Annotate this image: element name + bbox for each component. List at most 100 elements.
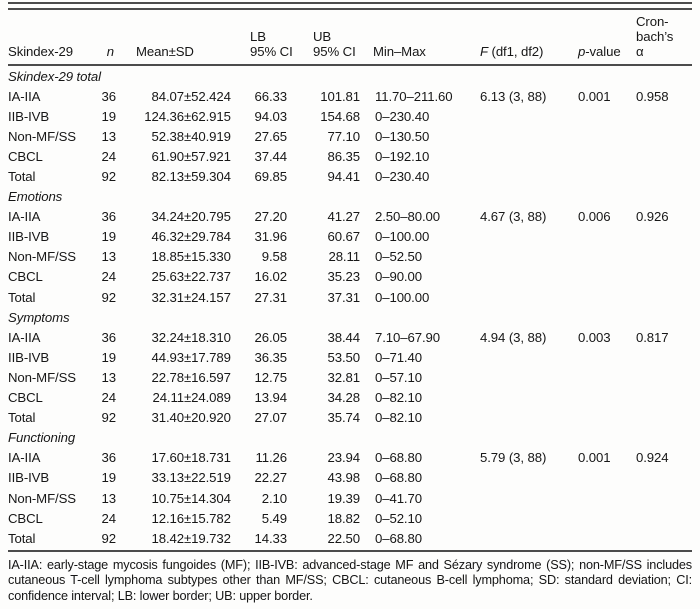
- mean-sd-part: ±: [184, 329, 192, 345]
- cell-alpha: [630, 468, 692, 488]
- cell-f: [478, 388, 576, 408]
- cell-ub: 101.81: [320, 88, 360, 104]
- mean-sd-part: 62.915: [191, 108, 231, 124]
- table-row: IIB-IVB 19 33.13±22.519 22.27 43.98 0–68.80: [8, 468, 692, 488]
- col-header-min-max: Min–Max: [370, 10, 478, 66]
- cell-label: Total: [8, 169, 36, 185]
- mean-sd-part: 59.304: [191, 169, 231, 185]
- mean-sd-part: ±: [184, 269, 192, 285]
- cell-ub: 77.10: [327, 128, 360, 144]
- mean-sd-part: 19.732: [191, 530, 231, 546]
- cell-p: [576, 287, 630, 307]
- mean-sd-part: 25.63: [151, 269, 184, 285]
- mean-sd-part: 22.519: [191, 470, 231, 486]
- cell-ub: 34.28: [327, 390, 360, 406]
- cell-p: [576, 367, 630, 387]
- mean-sd-part: 22.78: [151, 369, 184, 385]
- table-row: Total 92 18.42±19.732 14.33 22.50 0–68.80: [8, 528, 692, 548]
- skindex-29-table: Skindex-29 n Mean±SD LB 95% CI UB 95% CI…: [8, 10, 692, 548]
- cell-mean_sd: 61.90±57.921: [124, 146, 244, 166]
- cell-label: IIB-IVB: [8, 108, 50, 124]
- cell-lb: 22.27: [254, 470, 287, 486]
- cell-alpha: [630, 106, 692, 126]
- cell-lb: 14.33: [254, 530, 287, 546]
- cell-ub: 18.82: [327, 510, 360, 526]
- table-row: Non-MF/SS 13 22.78±16.597 12.75 32.81 0–57.10: [8, 367, 692, 387]
- cell-label: Non-MF/SS: [8, 128, 76, 144]
- cell-ub: 32.81: [327, 369, 360, 385]
- mean-sd-part: ±: [184, 510, 192, 526]
- cell-ub: 94.41: [327, 169, 360, 185]
- mean-sd-part: 124.36: [144, 108, 184, 124]
- mean-sd-part: ±: [184, 88, 192, 104]
- cell-lb: 12.75: [254, 369, 287, 385]
- table-footnote: IA-IIA: early-stage mycosis fungoides (M…: [8, 558, 692, 603]
- cell-min_max: 0–192.10: [375, 148, 430, 164]
- cell-f: [478, 347, 576, 367]
- p-value-label: -value: [585, 44, 621, 59]
- cell-p: [576, 247, 630, 267]
- cell-n: 13: [101, 490, 117, 506]
- cell-alpha: [630, 528, 692, 548]
- cell-alpha: [630, 267, 692, 287]
- cell-label: IA-IIA: [8, 450, 41, 466]
- cell-n: 36: [101, 209, 117, 225]
- cell-p: [576, 227, 630, 247]
- cell-label: IA-IIA: [8, 88, 41, 104]
- cell-n: 24: [101, 390, 117, 406]
- cell-lb: 27.31: [254, 289, 287, 305]
- cell-min_max: 0–41.70: [375, 490, 422, 506]
- cell-ub: 38.44: [327, 329, 360, 345]
- cell-p: [576, 388, 630, 408]
- cell-min_max: 0–71.40: [375, 349, 422, 365]
- col-header-ub-95ci: UB 95% CI: [298, 10, 370, 66]
- cell-lb: 16.02: [254, 269, 287, 285]
- cell-ub: 41.27: [327, 209, 360, 225]
- cell-label: IIB-IVB: [8, 229, 50, 245]
- cell-f: 5.79 (3, 88): [480, 450, 547, 466]
- cell-p: [576, 146, 630, 166]
- cell-mean_sd: 31.40±20.920: [124, 408, 244, 428]
- cell-f: [478, 106, 576, 126]
- cell-f: [478, 528, 576, 548]
- cell-p: [576, 347, 630, 367]
- col-header-p-value: p-value: [576, 10, 630, 66]
- cell-f: [478, 247, 576, 267]
- cell-mean_sd: 46.32±29.784: [124, 227, 244, 247]
- cell-mean_sd: 18.42±19.732: [124, 528, 244, 548]
- cell-mean_sd: 17.60±18.731: [124, 448, 244, 468]
- cell-mean_sd: 44.93±17.789: [124, 347, 244, 367]
- mean-sd-part: 52.38: [151, 128, 184, 144]
- table-header: Skindex-29 n Mean±SD LB 95% CI UB 95% CI…: [8, 10, 692, 66]
- mean-sd-part: 18.42: [151, 530, 184, 546]
- section-title: Symptoms: [8, 309, 70, 325]
- mean-sd-part: ±: [184, 108, 192, 124]
- cell-f: [478, 468, 576, 488]
- cell-f: [478, 367, 576, 387]
- table-row: IA-IIA 36 32.24±18.310 26.05 38.44 7.10–67.90…: [8, 327, 692, 347]
- mean-sd-part: 18.85: [151, 249, 184, 265]
- cell-min_max: 0–230.40: [375, 169, 430, 185]
- cell-ub: 86.35: [327, 148, 360, 164]
- cell-f: 6.13 (3, 88): [480, 88, 547, 104]
- mean-sd-part: 17.789: [191, 349, 231, 365]
- mean-sd-part: 14.304: [191, 490, 231, 506]
- section-title: Emotions: [8, 189, 63, 205]
- cell-f: [478, 146, 576, 166]
- cell-min_max: 2.50–80.00: [375, 209, 441, 225]
- cell-n: 92: [101, 289, 117, 305]
- cell-min_max: 0–130.50: [375, 128, 430, 144]
- cell-n: 92: [101, 410, 117, 426]
- mean-sd-part: 82.13: [151, 169, 184, 185]
- table-row: Non-MF/SS 13 10.75±14.304 2.10 19.39 0–41.70: [8, 488, 692, 508]
- cell-alpha: [630, 408, 692, 428]
- col-header-f-statistic: F (df1, df2): [478, 10, 576, 66]
- cell-p: [576, 508, 630, 528]
- mean-sd-part: 24.089: [191, 390, 231, 406]
- cell-alpha: [630, 287, 692, 307]
- mean-sd-part: ±: [184, 229, 192, 245]
- cell-alpha: 0.926: [636, 209, 669, 225]
- cell-min_max: 0–52.10: [375, 510, 422, 526]
- cell-min_max: 0–100.00: [375, 229, 430, 245]
- cell-f: 4.94 (3, 88): [480, 329, 547, 345]
